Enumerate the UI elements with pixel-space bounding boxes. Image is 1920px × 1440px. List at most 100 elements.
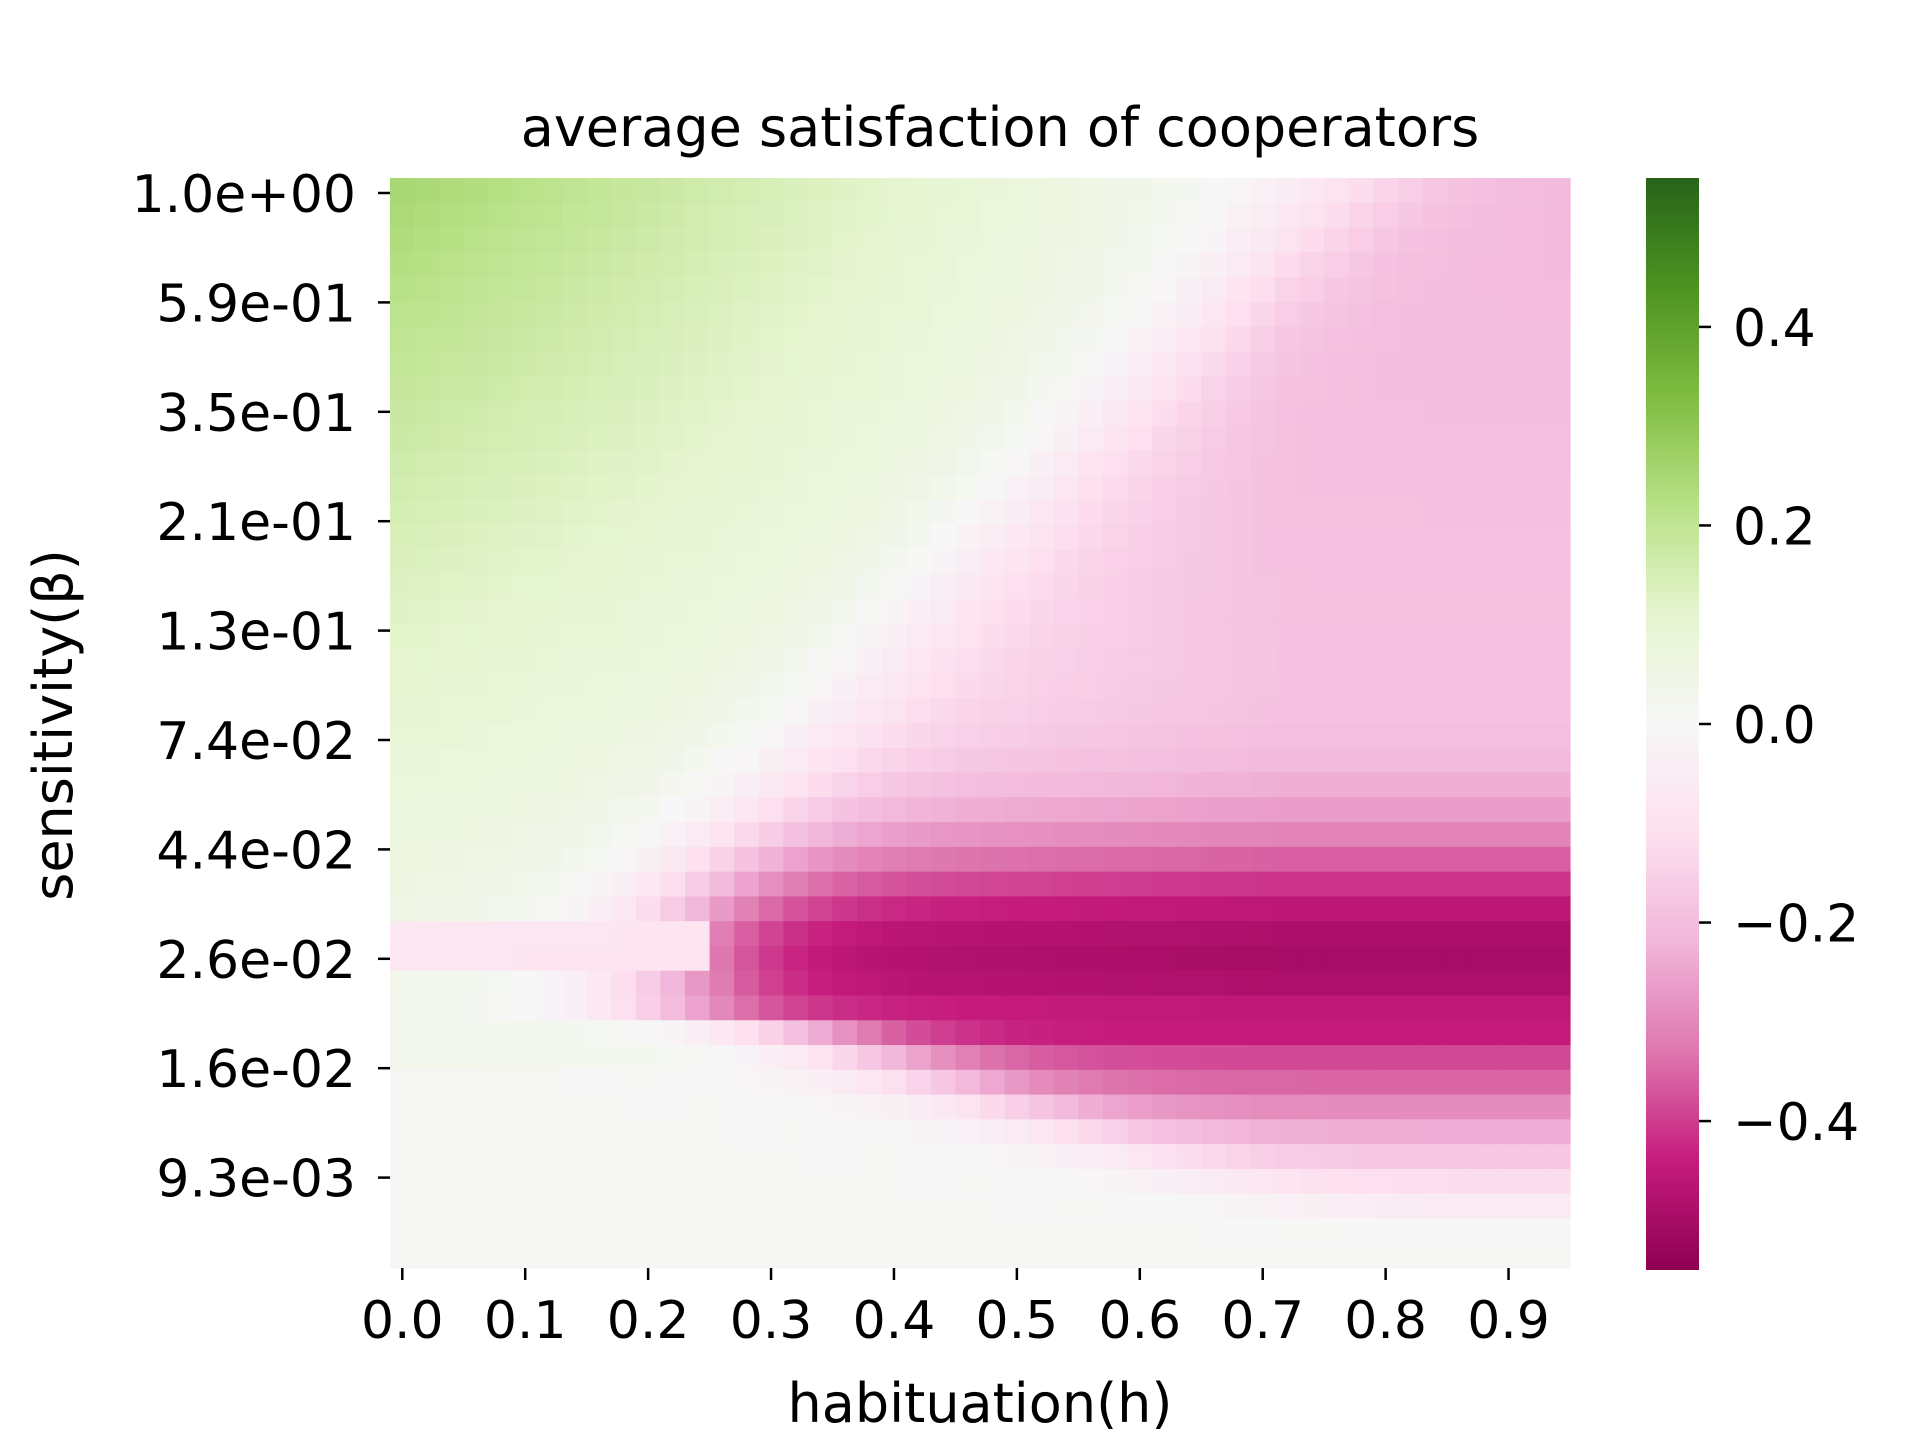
heatmap-cell [709, 723, 735, 749]
heatmap-cell [734, 524, 760, 551]
heatmap-cell [832, 425, 858, 452]
heatmap-cell [1447, 326, 1473, 353]
heatmap-cell [1324, 747, 1350, 774]
heatmap-cell [1152, 252, 1178, 278]
heatmap-cell [586, 376, 612, 402]
heatmap-cell [1201, 1193, 1227, 1220]
heatmap-cell [1545, 475, 1571, 501]
heatmap-cell [1053, 450, 1079, 476]
heatmap-cell [1397, 1020, 1424, 1046]
heatmap-cell [1545, 549, 1571, 575]
heatmap-cell [660, 846, 686, 873]
heatmap-cell [1078, 277, 1104, 303]
heatmap-cell [488, 673, 514, 699]
heatmap-cell [1422, 549, 1448, 575]
heatmap-cell [955, 945, 981, 972]
heatmap-cell [635, 301, 662, 328]
heatmap-cell [586, 871, 612, 898]
heatmap-cell [1102, 797, 1129, 823]
heatmap-cell [906, 475, 932, 501]
heatmap-cell [488, 1119, 514, 1145]
heatmap-cell [1176, 1218, 1202, 1244]
heatmap-cell [439, 549, 465, 575]
colorbar-tick-label: 0.4 [1733, 299, 1816, 359]
heatmap-cell [881, 1218, 907, 1244]
heatmap-cell [1545, 623, 1571, 650]
heatmap-cell [1324, 1119, 1350, 1145]
heatmap-cell [1152, 896, 1178, 922]
heatmap-cell [439, 1243, 465, 1269]
heatmap-cell [439, 623, 465, 650]
heatmap-cell [807, 970, 834, 997]
y-axis-ticks: 1.0e+005.9e-013.5e-012.1e-011.3e-017.4e-… [132, 165, 390, 1210]
heatmap-cell [1127, 425, 1153, 452]
heatmap-cell [1029, 1094, 1055, 1120]
heatmap-cell [1348, 698, 1374, 724]
heatmap-cell [1471, 227, 1497, 253]
heatmap-cell [1520, 1168, 1547, 1195]
heatmap-cell [1447, 797, 1473, 823]
heatmap-cell [1004, 500, 1030, 526]
heatmap-cell [783, 252, 809, 278]
heatmap-cell [1348, 797, 1374, 823]
heatmap-cell [1496, 698, 1522, 724]
heatmap-cell [881, 747, 907, 774]
heatmap-cell [1471, 475, 1497, 501]
heatmap-cell [390, 301, 416, 328]
heatmap-cell [537, 995, 563, 1021]
heatmap-cell [734, 1069, 760, 1096]
heatmap-cell [463, 425, 489, 452]
heatmap-cell [439, 400, 465, 427]
heatmap-cell [1029, 995, 1055, 1021]
heatmap-cell [1053, 500, 1079, 526]
heatmap-cell [857, 970, 883, 997]
heatmap-cell [463, 1144, 489, 1170]
heatmap-cell [1496, 1193, 1522, 1220]
heatmap-cell [980, 1069, 1006, 1096]
heatmap-cell [562, 648, 588, 675]
heatmap-cell [1201, 1243, 1227, 1269]
heatmap-cell [1004, 574, 1030, 600]
heatmap-cell [758, 524, 784, 551]
heatmap-cell [1053, 400, 1079, 427]
heatmap-cell [1496, 1069, 1522, 1096]
heatmap-cell [1102, 301, 1129, 328]
heatmap-cell [1496, 252, 1522, 278]
heatmap-cell [1004, 178, 1030, 204]
heatmap-cell [1225, 475, 1252, 501]
heatmap-cell [1447, 1218, 1473, 1244]
heatmap-cell [390, 896, 416, 922]
heatmap-cell [562, 747, 588, 774]
heatmap-cell [783, 549, 809, 575]
heatmap-cell [1053, 623, 1079, 650]
heatmap-cell [930, 1045, 957, 1071]
heatmap-cell [1201, 549, 1227, 575]
heatmap-cell [1078, 524, 1104, 551]
heatmap-cell [881, 623, 907, 650]
heatmap-cell [685, 202, 711, 229]
heatmap-cell [537, 599, 563, 625]
heatmap-cell [1078, 1218, 1104, 1244]
heatmap-cell [1078, 574, 1104, 600]
heatmap-cell [537, 945, 563, 972]
heatmap-cell [586, 500, 612, 526]
heatmap-cell [1225, 376, 1252, 402]
heatmap-cell [1496, 301, 1522, 328]
heatmap-cell [1127, 871, 1153, 898]
heatmap-cell [955, 425, 981, 452]
heatmap-cell [463, 1119, 489, 1145]
heatmap-cell [955, 574, 981, 600]
x-tick-label: 0.4 [853, 1291, 936, 1351]
heatmap-cell [390, 1119, 416, 1145]
heatmap-cell [758, 1119, 784, 1145]
heatmap-cell [1397, 896, 1424, 922]
colorbar-ticks: 0.40.20.0−0.2−0.4 [1699, 299, 1859, 1153]
heatmap-cell [881, 921, 907, 947]
heatmap-cell [758, 698, 784, 724]
heatmap-cell [783, 1168, 809, 1195]
heatmap-cell [1545, 1144, 1571, 1170]
heatmap-cell [1324, 797, 1350, 823]
heatmap-cell [857, 921, 883, 947]
heatmap-cell [1225, 1045, 1252, 1071]
heatmap-cell [1275, 301, 1301, 328]
